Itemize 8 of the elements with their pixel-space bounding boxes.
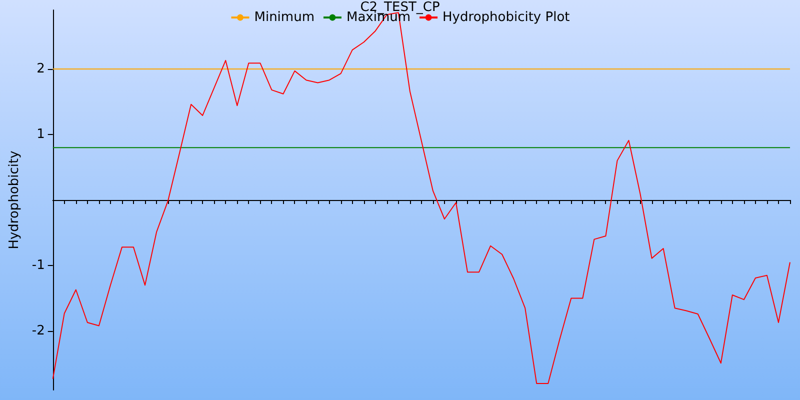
y-tick-label: -1 (32, 258, 45, 274)
line-series (52, 12, 790, 384)
legend-label: Minimum (254, 10, 314, 25)
legend-label: Hydrophobicity Plot (442, 10, 570, 25)
y-tick-label: 1 (36, 126, 45, 142)
y-tick-label: 2 (36, 61, 45, 76)
y-axis-title: Hydrophobicity (7, 150, 22, 250)
y-tick-label: -2 (32, 324, 45, 339)
